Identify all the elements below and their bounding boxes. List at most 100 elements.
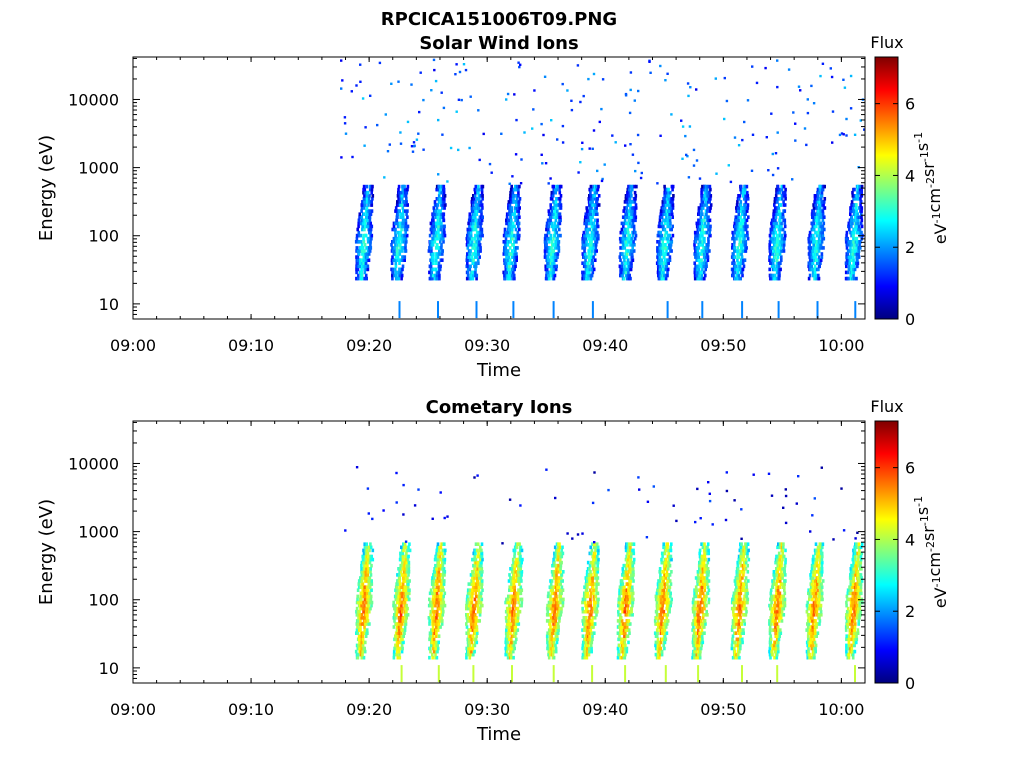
spectrogram-cell bbox=[704, 249, 708, 253]
spectrogram-cell bbox=[359, 643, 363, 648]
spectrogram-cell bbox=[404, 194, 408, 198]
spectrogram-cell bbox=[505, 218, 508, 223]
spectrogram-cell bbox=[741, 209, 745, 213]
spectrogram-cell bbox=[581, 628, 584, 632]
spectrogram-cell bbox=[808, 255, 812, 259]
spectrogram-cell bbox=[595, 567, 598, 571]
spectrogram-cell bbox=[405, 200, 408, 204]
spectrogram-cell bbox=[597, 557, 600, 562]
spectrogram-cell bbox=[508, 221, 511, 226]
spectrogram-cell bbox=[437, 301, 439, 319]
spectrogram-cell bbox=[371, 557, 375, 562]
spectrogram-cell bbox=[475, 230, 479, 235]
spectrogram-cell bbox=[402, 542, 405, 546]
spectrogram-cell bbox=[817, 267, 820, 272]
spectrogram-cell bbox=[472, 261, 476, 265]
spectrogram-cell bbox=[776, 200, 779, 204]
spectrogram-cell bbox=[816, 249, 819, 253]
spectrogram-cell bbox=[360, 560, 364, 565]
spectrogram-cell bbox=[505, 215, 509, 219]
spectrogram-cell bbox=[740, 206, 743, 210]
spectrogram-cell bbox=[558, 190, 562, 195]
spectrogram-cell bbox=[468, 212, 472, 216]
spectrogram-cell bbox=[745, 209, 749, 213]
spectrogram-cell bbox=[850, 243, 854, 247]
spectrogram-cell bbox=[429, 221, 433, 226]
spectrogram-cell bbox=[668, 218, 672, 223]
spectrogram-cell bbox=[507, 628, 511, 632]
spectrogram-cell bbox=[856, 194, 860, 198]
spectrogram-cell bbox=[468, 588, 472, 592]
spectrogram-cell bbox=[772, 215, 775, 219]
spectrogram-cell bbox=[555, 215, 559, 219]
spectrogram-cell bbox=[433, 68, 436, 72]
spectrogram-cell bbox=[590, 649, 593, 654]
spectrogram-cell bbox=[545, 273, 548, 278]
spectrogram-cell bbox=[358, 643, 361, 648]
spectrogram-cell bbox=[819, 206, 822, 210]
spectrogram-cell bbox=[481, 233, 484, 238]
spectrogram-cell bbox=[744, 200, 748, 204]
spectrogram-cell bbox=[507, 646, 511, 651]
spectrogram-cell bbox=[809, 267, 812, 272]
spectrogram-cell bbox=[442, 557, 445, 562]
spectrogram-cell bbox=[406, 594, 410, 599]
spectrogram-cell bbox=[701, 240, 705, 244]
spectrogram-cell bbox=[594, 233, 597, 238]
spectrogram-cell bbox=[742, 218, 745, 223]
spectrogram-cell bbox=[808, 233, 811, 238]
spectrogram-cell bbox=[369, 600, 372, 605]
spectrogram-cell bbox=[507, 600, 510, 605]
spectrogram-cell bbox=[751, 65, 754, 68]
spectrogram-cell bbox=[588, 255, 591, 259]
spectrogram-cell bbox=[822, 200, 826, 204]
spectrogram-cell bbox=[829, 67, 832, 70]
spectrogram-cell bbox=[707, 236, 710, 241]
spectrogram-cell bbox=[515, 255, 518, 259]
spectrogram-cell bbox=[477, 261, 480, 265]
spectrogram-cell bbox=[687, 94, 690, 98]
spectrogram-cell bbox=[473, 187, 477, 192]
spectrogram-cell bbox=[743, 215, 746, 219]
spectrogram-cell bbox=[744, 233, 747, 238]
spectrogram-cell bbox=[512, 212, 515, 216]
spectrogram-cell bbox=[472, 203, 475, 207]
spectrogram-cell bbox=[630, 261, 633, 265]
spectrogram-cell bbox=[555, 187, 559, 192]
spectrogram-cell bbox=[368, 545, 372, 550]
spectrogram-cell bbox=[625, 209, 628, 213]
spectrogram-cell bbox=[511, 221, 515, 226]
spectrogram-cell bbox=[543, 236, 547, 241]
spectrogram-cell bbox=[479, 230, 482, 235]
spectrogram-cell bbox=[695, 252, 698, 256]
spectrogram-cell bbox=[596, 224, 600, 229]
spectrogram-cell bbox=[507, 203, 510, 207]
spectrogram-cell bbox=[555, 582, 558, 586]
spectrogram-cell bbox=[366, 631, 369, 635]
spectrogram-cell bbox=[512, 613, 516, 617]
spectrogram-cell bbox=[413, 145, 416, 148]
spectrogram-cell bbox=[628, 197, 632, 201]
spectrogram-cell bbox=[587, 603, 591, 608]
spectrogram-cell bbox=[850, 240, 853, 244]
spectrogram-cell bbox=[693, 267, 697, 272]
spectrogram-cell bbox=[739, 267, 742, 272]
spectrogram-cell bbox=[561, 124, 565, 128]
spectrogram-cell bbox=[662, 276, 665, 281]
spectrogram-cell bbox=[556, 585, 559, 589]
spectrogram-cell bbox=[776, 270, 780, 275]
spectrogram-cell bbox=[708, 227, 712, 232]
spectrogram-cell bbox=[850, 252, 854, 256]
spectrogram-cell bbox=[666, 224, 669, 229]
spectrogram-cell bbox=[399, 606, 402, 611]
spectrogram-cell bbox=[442, 567, 446, 571]
spectrogram-cell bbox=[365, 600, 368, 605]
spectrogram-cell bbox=[703, 249, 706, 253]
spectrogram-cell bbox=[746, 206, 750, 210]
spectrogram-cell bbox=[589, 209, 592, 213]
spectrogram-cell bbox=[741, 246, 744, 250]
spectrogram-cell bbox=[588, 240, 592, 244]
spectrogram-cell bbox=[739, 203, 743, 207]
spectrogram-cell bbox=[666, 72, 669, 75]
spectrogram-cell bbox=[394, 643, 398, 648]
